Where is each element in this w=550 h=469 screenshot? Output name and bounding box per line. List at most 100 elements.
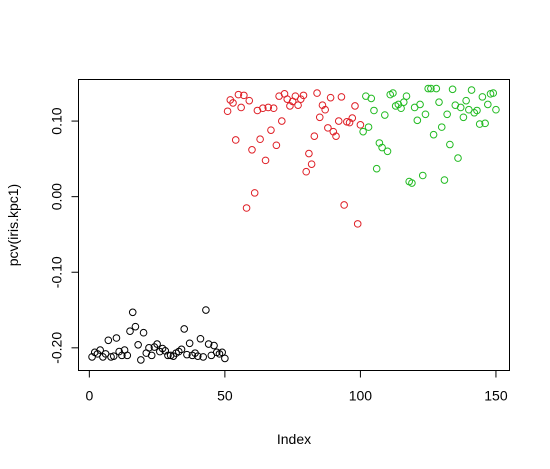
data-point-series-2 [240,91,248,100]
data-point-series-2 [223,107,232,116]
y-tick-label: 0.10 [49,107,65,134]
data-point-series-1 [177,345,186,354]
data-point-series-3 [443,110,451,119]
data-point-series-2 [269,104,278,113]
data-point-series-3 [481,119,489,128]
data-point-series-3 [399,98,408,106]
data-point-series-2 [332,132,340,140]
data-point-series-2 [305,149,313,158]
data-point-series-1 [204,340,213,348]
data-point-series-2 [259,104,267,113]
data-point-series-3 [462,96,470,105]
data-point-series-3 [364,123,373,131]
data-point-series-3 [437,123,446,131]
y-axis-label: pcv(iris.kpc1) [5,184,21,266]
y-tick-label: -0.10 [49,256,65,288]
data-point-series-3 [448,85,457,94]
data-point-series-2 [313,89,321,97]
data-point-series-3 [475,120,484,128]
data-point-series-2 [229,99,237,107]
x-tick-label: 0 [85,388,93,404]
data-point-series-3 [381,111,389,119]
data-point-series-3 [378,143,386,152]
data-point-series-2 [326,93,335,102]
data-point-series-1 [115,347,123,356]
data-point-series-3 [367,94,376,103]
data-point-series-2 [272,141,281,150]
data-point-series-3 [370,106,378,115]
data-point-series-1 [183,350,191,359]
data-point-series-3 [359,127,367,136]
data-point-series-2 [321,105,329,114]
data-point-series-3 [459,113,468,122]
data-point-series-2 [356,121,365,129]
data-point-series-3 [456,103,465,112]
data-point-series-3 [383,147,392,156]
data-point-series-1 [112,334,121,342]
data-point-series-1 [196,334,205,343]
data-point-series-1 [137,356,145,364]
data-point-series-3 [424,84,432,93]
data-point-series-3 [429,130,438,139]
data-point-series-3 [454,154,462,162]
data-point-series-1 [147,351,156,360]
data-point-series-1 [126,327,134,335]
data-point-series-2 [248,145,256,154]
data-point-series-3 [467,86,476,94]
data-point-series-1 [164,351,172,360]
data-point-series-1 [202,306,210,314]
data-point-series-3 [416,100,424,109]
data-point-series-2 [237,103,245,112]
data-point-series-1 [128,308,137,317]
data-point-series-3 [489,89,498,97]
data-point-series-3 [484,100,492,109]
data-point-series-2 [245,96,254,105]
x-tick-label: 100 [349,388,373,404]
data-point-series-2 [334,117,343,125]
data-point-series-2 [261,156,270,165]
data-point-series-2 [353,220,362,228]
x-tick-label: 150 [484,388,508,404]
x-axis: 0 50 100 150 [85,370,508,404]
data-point-series-3 [397,104,405,113]
data-point-series-2 [264,103,273,112]
data-point-series-2 [231,136,240,144]
data-point-series-1 [134,341,142,349]
data-point-series-3 [389,89,397,97]
data-point-series-3 [473,106,481,115]
data-point-series-3 [478,93,487,101]
data-point-series-2 [256,135,264,144]
plot-frame [78,79,510,371]
data-point-series-2 [315,113,324,122]
y-axis: -0.20 -0.10 0.00 0.10 [49,107,79,364]
data-point-series-3 [446,140,454,149]
data-point-series-3 [372,164,381,173]
data-point-series-2 [337,93,346,101]
data-point-series-1 [104,336,113,345]
data-point-series-3 [421,110,430,119]
data-point-series-2 [294,101,302,109]
data-point-series-2 [250,189,259,197]
data-point-series-3 [435,98,443,106]
data-point-series-1 [210,341,218,350]
data-point-series-1 [123,351,132,360]
data-point-series-3 [418,171,427,180]
data-point-series-3 [408,179,416,187]
x-axis-label: Index [277,431,311,447]
data-point-series-1 [199,353,207,361]
data-point-series-3 [432,84,441,93]
data-point-series-2 [242,204,251,212]
data-point-series-2 [302,167,310,176]
data-point-series-2 [310,132,319,140]
y-tick-label: 0.00 [49,183,65,210]
data-point-series-3 [402,92,411,100]
data-point-series-2 [348,114,357,122]
x-tick-label: 50 [217,388,233,404]
data-point-series-2 [267,126,275,134]
data-point-series-2 [278,117,286,125]
data-point-series-1 [153,340,161,348]
data-point-series-3 [492,105,500,114]
data-point-series-1 [145,344,153,352]
data-point-series-1 [109,352,118,360]
